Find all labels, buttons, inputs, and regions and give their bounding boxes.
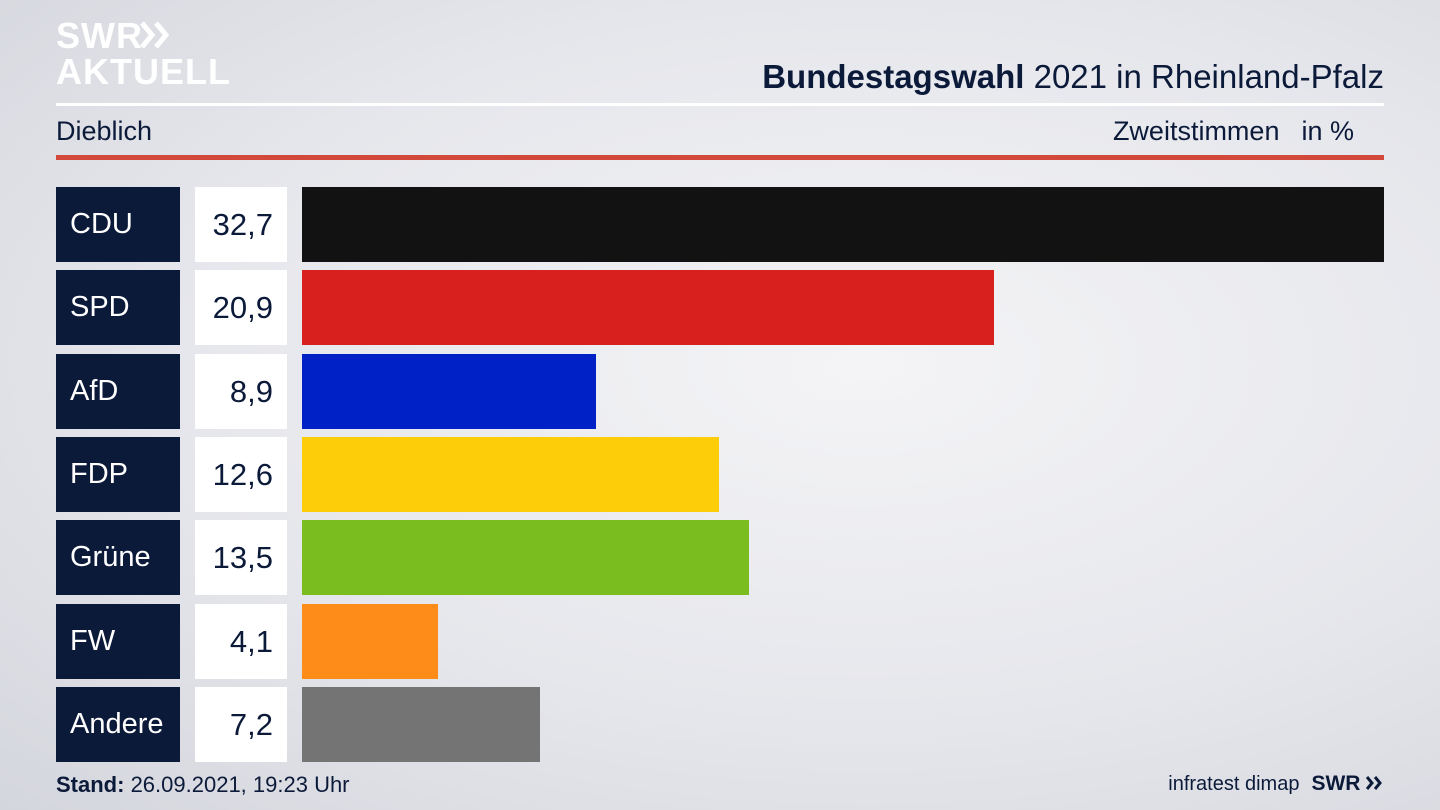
bar (302, 354, 596, 429)
bar (302, 687, 540, 762)
value-label: 32,7 (195, 187, 287, 262)
bar (302, 187, 1384, 262)
broadcaster-logo: SWR (1311, 772, 1361, 795)
bar-row-afd: AfD 8,9 (56, 354, 1384, 429)
bar-row-grüne: Grüne 13,5 (56, 520, 1384, 595)
timestamp-label: Stand: (56, 772, 125, 797)
double-chevron-right-icon (140, 21, 170, 49)
timestamp-value: 26.09.2021, 19:23 Uhr (124, 772, 350, 797)
bar-row-spd: SPD 20,9 (56, 270, 1384, 345)
measure-label: Zweitstimmen in % (1113, 116, 1354, 147)
party-label: FW (56, 604, 180, 679)
chart-title-bold: Bundestagswahl (762, 58, 1025, 95)
chart-title-rest: 2021 in Rheinland-Pfalz (1024, 58, 1384, 95)
party-label: SPD (56, 270, 180, 345)
bar (302, 437, 719, 512)
value-label: 12,6 (195, 437, 287, 512)
bar-row-fw: FW 4,1 (56, 604, 1384, 679)
bar (302, 520, 749, 595)
header-divider (56, 103, 1384, 106)
party-label: FDP (56, 437, 180, 512)
bar-row-andere: Andere 7,2 (56, 687, 1384, 762)
logo-swr-text: SWR (56, 15, 143, 56)
timestamp: Stand: 26.09.2021, 19:23 Uhr (56, 772, 350, 798)
source-label: infratest dimap (1168, 773, 1300, 795)
swr-aktuell-logo: SWR AKTUELL (56, 15, 230, 90)
bar (302, 270, 994, 345)
party-label: CDU (56, 187, 180, 262)
location-label: Dieblich (56, 116, 153, 146)
measure-name: Zweitstimmen (1112, 116, 1280, 146)
logo-aktuell-text: AKTUELL (56, 51, 231, 92)
party-label: AfD (56, 354, 180, 429)
value-label: 7,2 (195, 687, 287, 762)
source-credits: infratest dimap SWR (1168, 772, 1384, 796)
accent-divider (56, 155, 1384, 160)
bar (302, 604, 438, 679)
party-label: Grüne (56, 520, 180, 595)
chart-title: Bundestagswahl 2021 in Rheinland-Pfalz (762, 58, 1384, 96)
value-label: 8,9 (195, 354, 287, 429)
bar-row-cdu: CDU 32,7 (56, 187, 1384, 262)
value-label: 4,1 (195, 604, 287, 679)
measure-unit: in % (1301, 116, 1354, 146)
double-chevron-right-icon (1365, 776, 1382, 790)
value-label: 20,9 (195, 270, 287, 345)
party-label: Andere (56, 687, 180, 762)
bar-row-fdp: FDP 12,6 (56, 437, 1384, 512)
value-label: 13,5 (195, 520, 287, 595)
